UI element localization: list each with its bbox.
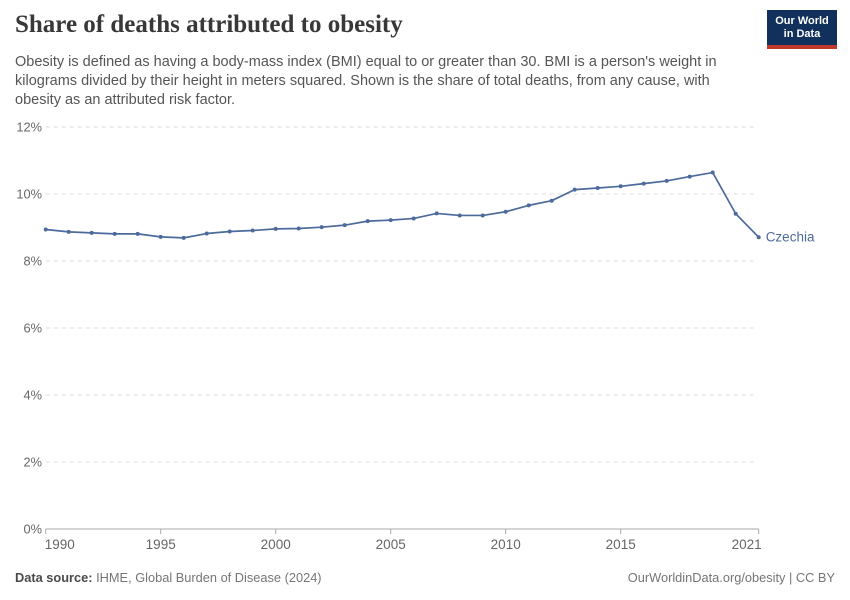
owid-logo-line1: Our World bbox=[775, 15, 829, 27]
y-gridlines bbox=[45, 126, 756, 463]
data-point[interactable] bbox=[158, 234, 163, 239]
data-point[interactable] bbox=[664, 178, 669, 183]
data-point[interactable] bbox=[687, 174, 692, 179]
data-point[interactable] bbox=[89, 230, 94, 235]
data-point[interactable] bbox=[204, 231, 209, 236]
x-axis-labels: 1990 1995 2000 2005 2010 2015 2021 bbox=[45, 537, 762, 552]
x-tick-label: 2000 bbox=[261, 537, 291, 552]
x-axis bbox=[45, 528, 760, 534]
data-source-label: Data source: bbox=[15, 570, 93, 585]
data-point[interactable] bbox=[296, 226, 301, 231]
x-tick-label: 1990 bbox=[45, 537, 75, 552]
y-tick-label: 6% bbox=[24, 321, 43, 336]
y-tick-label: 4% bbox=[24, 388, 43, 403]
credit-link[interactable]: OurWorldinData.org/obesity | CC BY bbox=[627, 570, 835, 585]
data-point[interactable] bbox=[572, 187, 577, 192]
data-point[interactable] bbox=[595, 185, 600, 190]
x-tick-label: 2005 bbox=[376, 537, 406, 552]
chart-footer: Data source: IHME, Global Burden of Dise… bbox=[15, 570, 835, 586]
data-point[interactable] bbox=[411, 216, 416, 221]
data-point[interactable] bbox=[710, 170, 715, 175]
data-point[interactable] bbox=[503, 209, 508, 214]
data-point[interactable] bbox=[319, 225, 324, 230]
data-point[interactable] bbox=[641, 181, 646, 186]
data-point[interactable] bbox=[43, 227, 48, 232]
data-point[interactable] bbox=[181, 235, 186, 240]
data-point[interactable] bbox=[480, 213, 485, 218]
y-tick-label: 8% bbox=[24, 254, 43, 269]
data-point[interactable] bbox=[549, 198, 554, 203]
data-point[interactable] bbox=[112, 231, 117, 236]
data-point[interactable] bbox=[756, 235, 761, 240]
chart-title: Share of deaths attributed to obesity bbox=[15, 11, 403, 38]
chart-subtitle: Obesity is defined as having a body-mass… bbox=[15, 54, 717, 108]
data-source: Data source: IHME, Global Burden of Dise… bbox=[15, 570, 322, 586]
owid-logo[interactable]: Our World in Data bbox=[767, 10, 837, 49]
owid-logo-red-bar bbox=[767, 45, 837, 49]
data-point[interactable] bbox=[618, 184, 623, 189]
data-point[interactable] bbox=[250, 228, 255, 233]
y-tick-label: 0% bbox=[24, 522, 43, 537]
data-point[interactable] bbox=[388, 218, 393, 223]
data-points[interactable] bbox=[43, 170, 761, 240]
data-point[interactable] bbox=[434, 211, 439, 216]
x-tick-label: 2015 bbox=[606, 537, 636, 552]
x-tick-label: 2021 bbox=[732, 537, 762, 552]
data-point[interactable] bbox=[342, 223, 347, 228]
x-tick-label: 2010 bbox=[491, 537, 521, 552]
y-tick-label: 2% bbox=[24, 455, 43, 470]
y-axis-labels: 0% 2% 4% 6% 8% 10% 12% bbox=[16, 120, 42, 537]
data-point[interactable] bbox=[365, 219, 370, 224]
entity-label: Czechia bbox=[766, 230, 815, 245]
data-source-value: IHME, Global Burden of Disease (2024) bbox=[96, 570, 322, 585]
data-point[interactable] bbox=[526, 203, 531, 208]
data-point[interactable] bbox=[66, 229, 71, 234]
owid-logo-line2: in Data bbox=[783, 28, 821, 40]
data-point[interactable] bbox=[227, 229, 232, 234]
data-point[interactable] bbox=[733, 211, 738, 216]
data-point[interactable] bbox=[273, 226, 278, 231]
data-line[interactable] bbox=[44, 171, 760, 239]
x-tick-label: 1995 bbox=[146, 537, 176, 552]
owid-logo-box: Our World in Data bbox=[767, 10, 837, 45]
data-point[interactable] bbox=[457, 213, 462, 218]
y-tick-label: 10% bbox=[16, 187, 42, 202]
data-point[interactable] bbox=[135, 231, 140, 236]
y-tick-label: 12% bbox=[16, 120, 42, 135]
